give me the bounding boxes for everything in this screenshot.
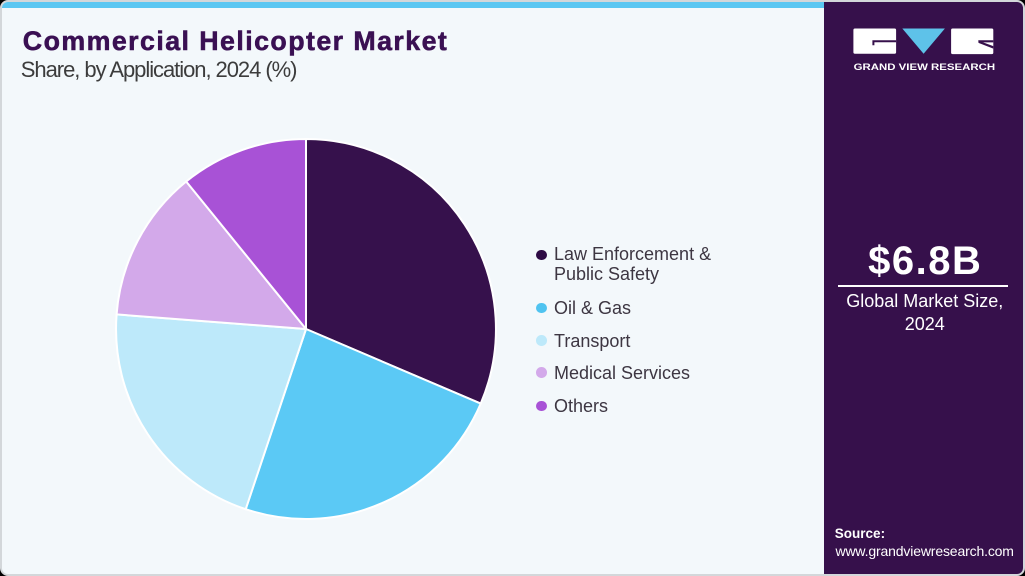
svg-text:GRAND VIEW RESEARCH: GRAND VIEW RESEARCH [854, 62, 996, 73]
